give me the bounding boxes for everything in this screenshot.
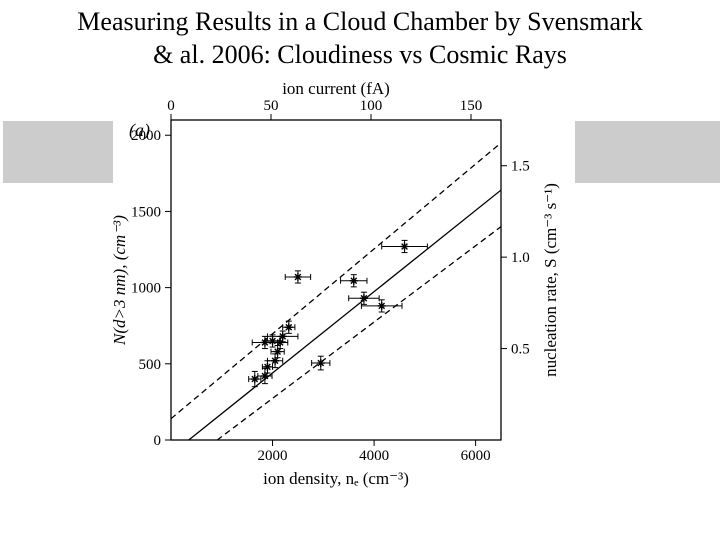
svg-text:4000: 4000	[359, 448, 389, 464]
svg-text:1000: 1000	[131, 281, 161, 297]
svg-text:1.0: 1.0	[511, 250, 530, 266]
slide-root: Measuring Results in a Cloud Chamber by …	[0, 0, 720, 540]
svg-text:nucleation rate, S (cm⁻³ s⁻¹): nucleation rate, S (cm⁻³ s⁻¹)	[541, 183, 560, 377]
scatter-chart: 20004000600005010015005001000150020000.5…	[113, 82, 575, 502]
svg-text:0.5: 0.5	[511, 342, 530, 358]
svg-text:0: 0	[167, 98, 175, 114]
title-line1: Measuring Results in a Cloud Chamber by …	[77, 7, 642, 36]
gray-bar-left	[3, 121, 113, 183]
svg-text:50: 50	[264, 98, 279, 114]
svg-text:2000: 2000	[258, 448, 288, 464]
svg-text:1500: 1500	[131, 204, 161, 220]
svg-text:N(d>3 nm), (cm⁻³): N(d>3 nm), (cm⁻³)	[113, 215, 129, 346]
chart-container: 20004000600005010015005001000150020000.5…	[113, 82, 575, 502]
svg-text:ion density, nₑ (cm⁻³): ion density, nₑ (cm⁻³)	[263, 469, 409, 488]
svg-text:(a): (a)	[129, 120, 150, 141]
svg-text:100: 100	[360, 98, 383, 114]
svg-text:1.5: 1.5	[511, 159, 530, 175]
svg-text:0: 0	[154, 433, 162, 449]
gray-bar-right	[575, 121, 720, 183]
svg-text:500: 500	[139, 357, 162, 373]
svg-text:ion current (fA): ion current (fA)	[282, 82, 390, 98]
svg-text:6000: 6000	[461, 448, 491, 464]
title-line2: & al. 2006: Cloudiness vs Cosmic Rays	[153, 40, 567, 69]
slide-title: Measuring Results in a Cloud Chamber by …	[0, 6, 720, 71]
svg-text:150: 150	[460, 98, 483, 114]
